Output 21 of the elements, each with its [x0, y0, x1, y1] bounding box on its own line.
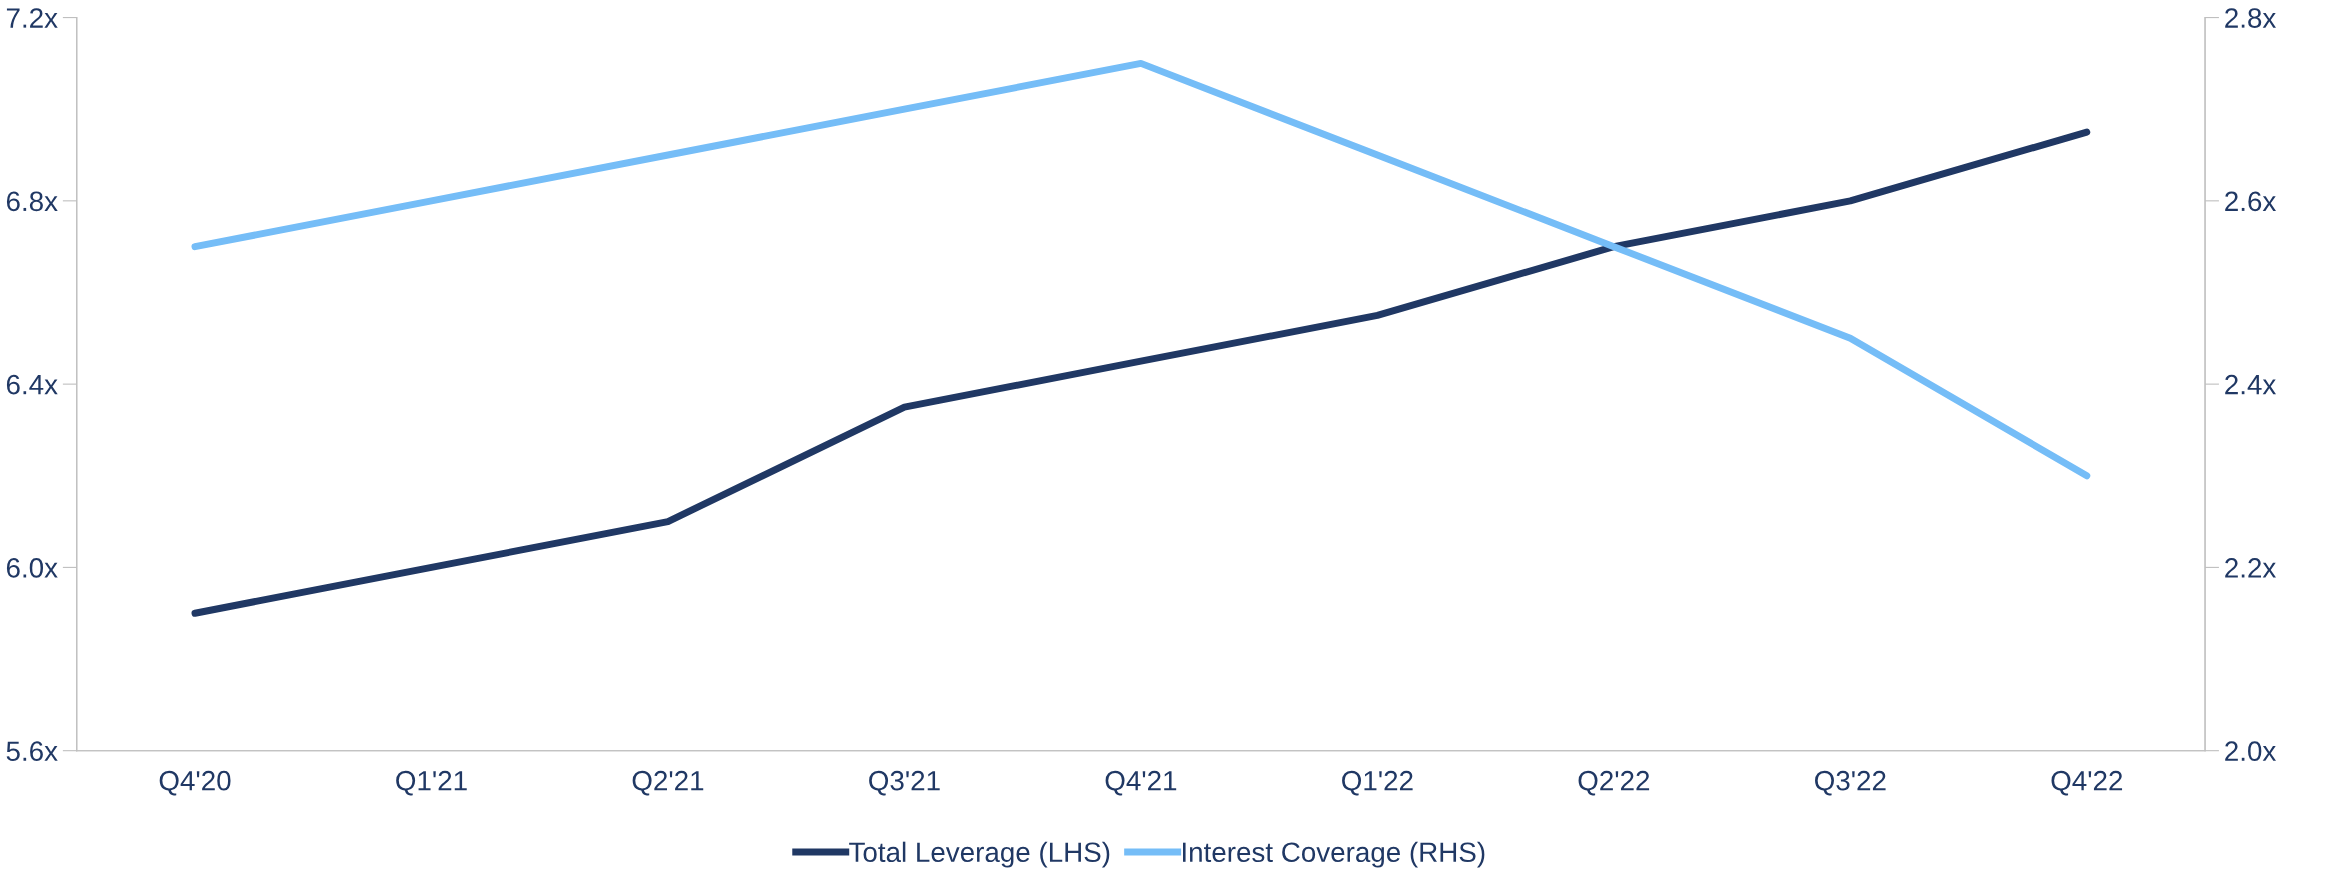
legend-label: Interest Coverage (RHS) [1182, 841, 1485, 868]
x-tick-label: Q2'21 [632, 770, 704, 796]
y-tick-label: 6.4x [6, 374, 58, 395]
y-tick-label: 6.0x [6, 558, 58, 578]
y-tick-label: 5.6x [6, 741, 58, 762]
y2-tick-label: 2.0x [2225, 741, 2276, 762]
x-tick-label: Q4'21 [1105, 770, 1177, 796]
x-tick-label: Q4'20 [159, 770, 231, 796]
legend-label: Total Leverage (LHS) [849, 841, 1110, 868]
x-tick-label: Q3'22 [1815, 770, 1886, 796]
x-tick-label: Q1'21 [396, 770, 467, 796]
y2-tick-label: 2.8x [2225, 8, 2276, 28]
y2-tick-label: 2.2x [2225, 558, 2276, 578]
x-tick-label: Q2'22 [1578, 770, 1650, 796]
y2-tick-label: 2.6x [2225, 191, 2276, 212]
x-tick-label: Q3'21 [869, 770, 940, 796]
y-tick-label: 6.8x [6, 191, 58, 212]
x-tick-label: Q1'22 [1342, 770, 1413, 796]
x-tick-label: Q4'22 [2051, 770, 2123, 796]
y2-tick-label: 2.4x [2225, 374, 2276, 395]
y-tick-label: 7.2x [6, 8, 58, 28]
